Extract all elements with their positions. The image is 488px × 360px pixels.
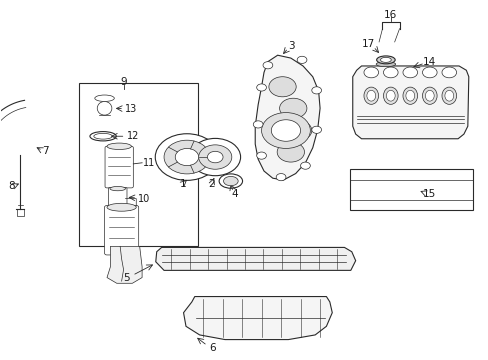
Ellipse shape bbox=[107, 143, 131, 149]
Text: 6: 6 bbox=[209, 343, 216, 353]
Text: 15: 15 bbox=[422, 189, 435, 199]
Ellipse shape bbox=[375, 62, 395, 67]
Text: 2: 2 bbox=[207, 179, 214, 189]
FancyBboxPatch shape bbox=[108, 188, 127, 211]
Circle shape bbox=[268, 77, 296, 97]
Bar bbox=[349, 168, 472, 210]
Ellipse shape bbox=[425, 90, 433, 101]
Circle shape bbox=[256, 152, 266, 159]
Circle shape bbox=[271, 120, 300, 141]
Text: 1: 1 bbox=[180, 179, 186, 189]
Ellipse shape bbox=[366, 90, 375, 101]
Circle shape bbox=[263, 62, 272, 69]
Ellipse shape bbox=[405, 90, 414, 101]
Circle shape bbox=[297, 56, 306, 63]
Circle shape bbox=[189, 138, 240, 176]
Text: 16: 16 bbox=[384, 10, 397, 20]
Circle shape bbox=[311, 87, 321, 94]
Polygon shape bbox=[255, 55, 320, 180]
Circle shape bbox=[261, 113, 310, 148]
Circle shape bbox=[441, 67, 456, 78]
Ellipse shape bbox=[94, 134, 112, 139]
Text: 11: 11 bbox=[143, 158, 155, 168]
Text: 8: 8 bbox=[8, 181, 15, 192]
Polygon shape bbox=[183, 297, 331, 339]
Polygon shape bbox=[352, 66, 468, 139]
Circle shape bbox=[402, 67, 417, 78]
Circle shape bbox=[163, 140, 209, 174]
Circle shape bbox=[311, 126, 321, 134]
Text: 10: 10 bbox=[138, 194, 150, 204]
Circle shape bbox=[276, 174, 285, 181]
Ellipse shape bbox=[441, 87, 456, 104]
Ellipse shape bbox=[383, 87, 397, 104]
Circle shape bbox=[277, 142, 304, 162]
Text: 14: 14 bbox=[422, 57, 435, 67]
Text: 4: 4 bbox=[231, 189, 238, 199]
Ellipse shape bbox=[386, 90, 394, 101]
Bar bbox=[17, 210, 23, 216]
Ellipse shape bbox=[90, 132, 116, 141]
Ellipse shape bbox=[223, 176, 238, 186]
Circle shape bbox=[175, 148, 198, 166]
Text: 9: 9 bbox=[120, 77, 126, 87]
Ellipse shape bbox=[219, 174, 242, 188]
Text: 7: 7 bbox=[42, 146, 49, 156]
Circle shape bbox=[383, 67, 397, 78]
FancyBboxPatch shape bbox=[105, 146, 133, 188]
Circle shape bbox=[198, 145, 231, 169]
Ellipse shape bbox=[376, 56, 394, 64]
Circle shape bbox=[279, 98, 306, 118]
Circle shape bbox=[253, 121, 263, 128]
Circle shape bbox=[207, 151, 223, 163]
Text: 13: 13 bbox=[125, 104, 137, 114]
Circle shape bbox=[284, 121, 311, 140]
Polygon shape bbox=[107, 246, 142, 283]
Ellipse shape bbox=[107, 203, 136, 211]
Ellipse shape bbox=[444, 90, 453, 101]
Bar bbox=[79, 83, 198, 246]
FancyBboxPatch shape bbox=[104, 206, 139, 255]
Ellipse shape bbox=[363, 87, 378, 104]
Text: 3: 3 bbox=[287, 41, 294, 51]
Ellipse shape bbox=[95, 95, 114, 102]
Ellipse shape bbox=[110, 186, 125, 191]
Circle shape bbox=[155, 134, 218, 180]
Text: 17: 17 bbox=[362, 40, 375, 49]
Circle shape bbox=[256, 84, 266, 91]
Ellipse shape bbox=[422, 87, 436, 104]
Ellipse shape bbox=[380, 57, 390, 62]
Polygon shape bbox=[156, 247, 355, 270]
Ellipse shape bbox=[402, 87, 417, 104]
Text: 12: 12 bbox=[126, 131, 139, 141]
Circle shape bbox=[300, 162, 310, 169]
Text: 5: 5 bbox=[123, 273, 129, 283]
Circle shape bbox=[363, 67, 378, 78]
Circle shape bbox=[422, 67, 436, 78]
Ellipse shape bbox=[97, 102, 112, 115]
